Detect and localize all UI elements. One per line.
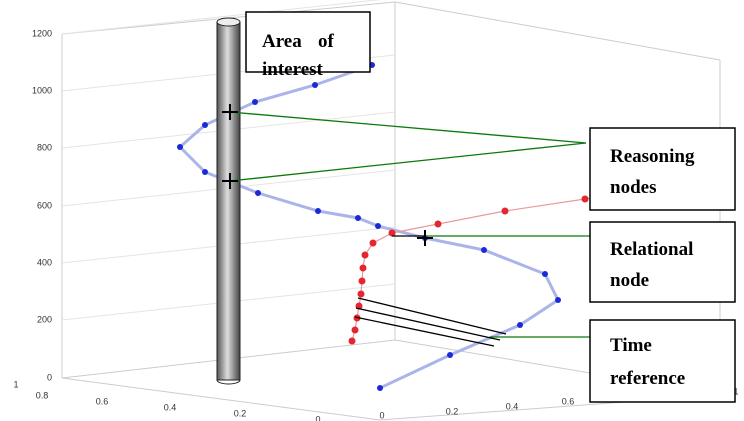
blue-point [252,99,258,105]
crosses [222,104,433,246]
label: Area [262,31,302,52]
red-point [502,208,509,215]
z-tick-label: 1000 [32,85,52,95]
label: node [610,270,649,291]
reasoning-box: Reasoning nodes [590,128,735,210]
label: Time [610,335,652,356]
red-point [349,338,356,345]
z-tick-label: 200 [37,314,52,324]
relational-box: Relational node [590,222,735,302]
label: Reasoning [610,146,695,167]
x-tick-label: 0.6 [96,396,109,406]
blue-point [202,169,208,175]
area-pillar [217,18,240,384]
label: Relational [610,239,693,260]
label: nodes [610,177,656,198]
blue-point [517,322,523,328]
label: reference [610,368,685,389]
time-box: Time reference [590,320,735,402]
blue-point [481,247,487,253]
x-tick-label: 0.8 [36,390,49,400]
blue-point [255,190,261,196]
blue-point [555,297,561,303]
blue-point [375,223,381,229]
x-tick-label: 0.2 [234,408,247,418]
red-point [435,221,442,228]
blue-point [355,215,361,221]
z-tick-label: 800 [37,142,52,152]
blue-point [377,385,383,391]
figure: 0 200 400 600 800 1000 1200 1 0.8 0.6 0.4 0.2 0 0 0.2 0… [0,0,744,421]
z-tick-label: 1200 [32,28,52,38]
red-point [352,327,359,334]
blue-point [315,208,321,214]
z-tick-label: 600 [37,200,52,210]
red-point [582,196,589,203]
red-point [362,252,369,259]
red-point [359,278,366,285]
z-tick-label: 400 [37,257,52,267]
blue-point [177,144,183,150]
y-tick-label: 0.4 [506,401,519,411]
label: of [318,31,335,52]
blue-point [202,122,208,128]
area-box: Area of interest [246,12,370,80]
blue-point [312,82,318,88]
x-tick-label: 1 [13,379,18,389]
blue-point [542,271,548,277]
red-point [358,291,365,298]
points [177,62,644,391]
x-tick-label: 0 [315,414,320,421]
y-tick-label: 0 [379,410,384,420]
label: interest [262,59,324,80]
red-point [370,240,377,247]
blue-point [447,352,453,358]
red-point [360,265,367,272]
y-tick-label: 0.6 [562,396,575,406]
x-tick-label: 0.4 [164,402,177,412]
z-tick-label: 0 [47,372,52,382]
y-tick-label: 0.2 [446,406,459,416]
